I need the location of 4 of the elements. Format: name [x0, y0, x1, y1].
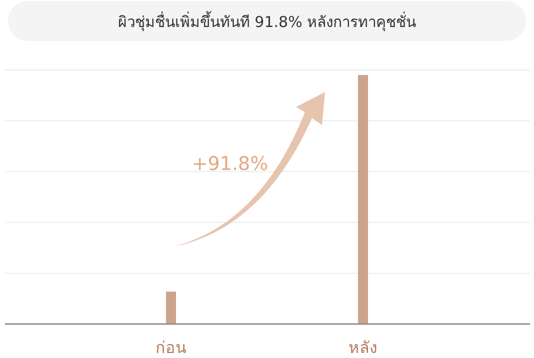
chart-title: ผิวชุ่มชื่นเพิ่มขึ้นทันที 91.8% หลังการทาคุชชั่น — [118, 11, 416, 32]
x-tick-label: ก่อน — [156, 338, 186, 357]
annotation: +91.8% — [192, 153, 268, 175]
x-tick-label: หลัง — [348, 338, 378, 357]
